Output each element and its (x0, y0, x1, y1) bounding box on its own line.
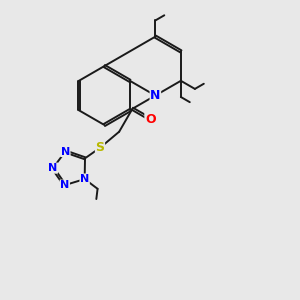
Text: N: N (61, 146, 70, 157)
Text: N: N (80, 174, 89, 184)
Text: N: N (150, 89, 161, 102)
Text: N: N (60, 180, 69, 190)
Text: O: O (145, 112, 156, 126)
Text: N: N (48, 163, 58, 173)
Text: S: S (95, 141, 104, 154)
